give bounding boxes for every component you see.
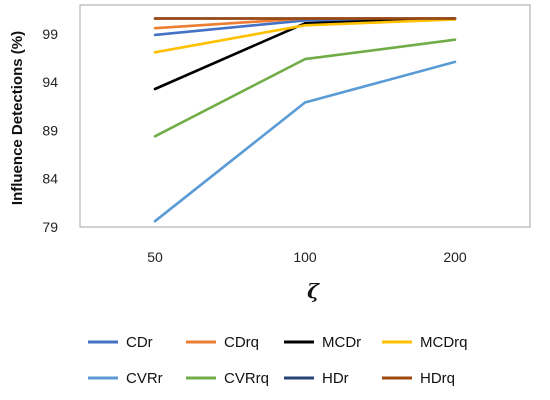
legend-label-mcdrq: MCDrq — [420, 334, 468, 351]
series-lines — [153, 17, 457, 223]
series-line-cvrr — [153, 60, 457, 223]
x-tick-label: 200 — [443, 249, 467, 265]
y-tick-label: 99 — [42, 26, 58, 42]
legend-label-cvrr: CVRr — [126, 370, 163, 387]
legend-label-mcdr: MCDr — [322, 334, 361, 351]
y-axis-label: Influence Detections (%) — [9, 31, 26, 205]
x-tick-label: 50 — [147, 249, 163, 265]
x-axis-label: ζ — [307, 279, 320, 303]
y-tick-label: 94 — [42, 74, 58, 90]
series-line-mcdrq — [153, 18, 457, 54]
y-tick-label: 84 — [42, 171, 58, 187]
legend-label-hdr: HDr — [322, 370, 349, 387]
y-tick-label: 79 — [42, 219, 58, 235]
x-tick-labels: 50 100 200 — [147, 249, 467, 265]
legend: CDr CDrq MCDr MCDrq CVRr CVRrq HDr HDrq — [88, 334, 468, 387]
x-tick-label: 100 — [293, 249, 317, 265]
legend-label-cdrq: CDrq — [224, 334, 259, 351]
plot-area-frame — [79, 4, 531, 228]
y-tick-labels: 79 84 89 94 99 — [42, 26, 58, 235]
legend-label-cvrrq: CVRrq — [224, 370, 269, 387]
series-line-cvrrq — [153, 38, 457, 138]
y-tick-label: 89 — [42, 122, 58, 138]
legend-label-hdrq: HDrq — [420, 370, 455, 387]
series-line-mcdr — [153, 17, 457, 91]
legend-label-cdr: CDr — [126, 334, 153, 351]
